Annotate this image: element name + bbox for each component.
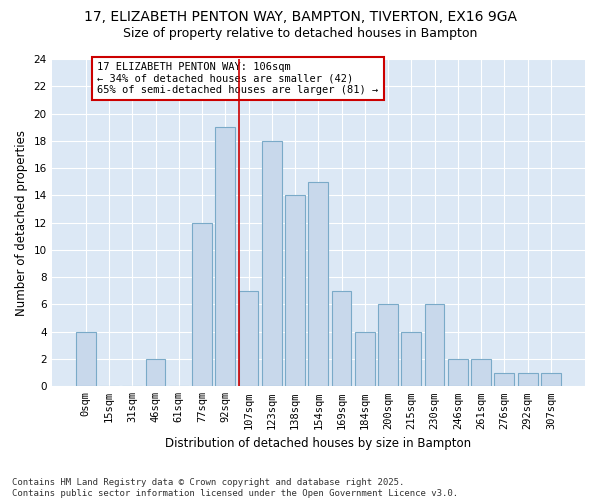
Bar (192, 222, 212, 386)
Bar (76, 332, 95, 386)
Bar (285, 196, 305, 386)
Bar (355, 332, 375, 386)
Bar (494, 372, 514, 386)
Bar (541, 372, 561, 386)
Bar (425, 304, 445, 386)
Bar (239, 291, 259, 386)
Bar (262, 141, 282, 386)
X-axis label: Distribution of detached houses by size in Bampton: Distribution of detached houses by size … (165, 437, 472, 450)
Bar (401, 332, 421, 386)
Bar (332, 291, 352, 386)
Bar (471, 359, 491, 386)
Bar (378, 304, 398, 386)
Text: Contains HM Land Registry data © Crown copyright and database right 2025.
Contai: Contains HM Land Registry data © Crown c… (12, 478, 458, 498)
Bar (146, 359, 166, 386)
Bar (518, 372, 538, 386)
Bar (448, 359, 468, 386)
Text: 17, ELIZABETH PENTON WAY, BAMPTON, TIVERTON, EX16 9GA: 17, ELIZABETH PENTON WAY, BAMPTON, TIVER… (83, 10, 517, 24)
Text: Size of property relative to detached houses in Bampton: Size of property relative to detached ho… (123, 28, 477, 40)
Text: 17 ELIZABETH PENTON WAY: 106sqm
← 34% of detached houses are smaller (42)
65% of: 17 ELIZABETH PENTON WAY: 106sqm ← 34% of… (97, 62, 379, 95)
Y-axis label: Number of detached properties: Number of detached properties (15, 130, 28, 316)
Bar (215, 127, 235, 386)
Bar (308, 182, 328, 386)
